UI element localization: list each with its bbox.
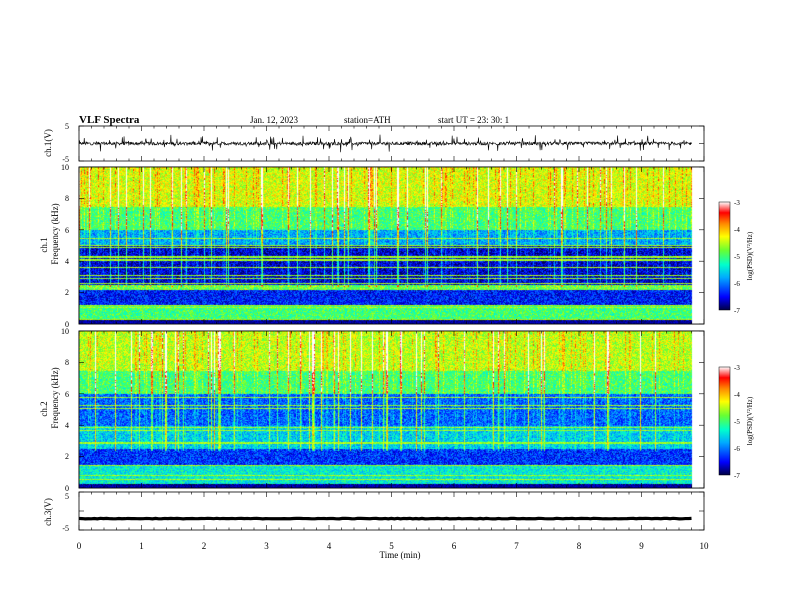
ch1-colorbar-tick-minus4: -4 <box>734 226 740 234</box>
ch1-waveform-ylabel: ch.1(V) <box>43 129 53 157</box>
ch2-spectrogram-ylabel-channel: ch.2 <box>39 401 49 416</box>
ch2-colorbar-label: log(PSD)(V²/Hz) <box>746 396 754 445</box>
xtick-4: 4 <box>327 541 332 551</box>
ch2-colorbar-tick-minus3: -3 <box>734 364 740 372</box>
ch2-colorbar-scale <box>718 366 731 476</box>
ch2-ytick-0: 0 <box>65 484 69 493</box>
ch1-colorbar-tick-minus6: -6 <box>734 280 740 288</box>
ch2-colorbar-tick-minus6: -6 <box>734 445 740 453</box>
ch1-ytick-2: 2 <box>65 288 69 297</box>
ch1-spectrogram-panel: 0 2 4 6 8 10 ch.1 Frequency (kHz) <box>39 163 705 329</box>
ch1-colorbar-tick-minus3: -3 <box>734 199 740 207</box>
ch2-colorbar-tick-minus5: -5 <box>734 418 740 426</box>
ch2-ytick-6: 6 <box>65 390 69 399</box>
ch1-colorbar-scale <box>718 201 731 311</box>
ch1-ytick-4: 4 <box>65 257 69 266</box>
ch1-spectrogram-ticks <box>78 166 705 325</box>
xtick-0: 0 <box>77 541 82 551</box>
ch1-colorbar: -3 -4 -5 -6 -7 log(PSD)(V²/Hz) <box>718 199 754 315</box>
ch1-spectrogram-ylabel-channel: ch.1 <box>39 237 49 252</box>
ch2-ytick-10: 10 <box>61 327 69 336</box>
ch3-waveform-trace <box>79 516 692 521</box>
ch3-waveform-ticks <box>78 491 705 531</box>
xtick-5: 5 <box>389 541 394 551</box>
ch3-waveform-panel: 5 -5 ch.3(V) <box>43 491 705 533</box>
ch1-ytick-5: 5 <box>65 122 69 131</box>
xtick-3: 3 <box>264 541 269 551</box>
ch2-spectrogram-ylabel-frequency: Frequency (kHz) <box>50 367 60 428</box>
ch1-ytick-minus5: -5 <box>62 155 69 164</box>
ch1-colorbar-label: log(PSD)(V²/Hz) <box>746 231 754 280</box>
ch1-waveform-trace <box>79 134 692 153</box>
xtick-9: 9 <box>639 541 644 551</box>
ch2-spectrogram-ticks <box>78 330 705 489</box>
ch2-spectrogram-image <box>79 331 704 488</box>
ch1-colorbar-tick-minus5: -5 <box>734 253 740 261</box>
ch2-colorbar: -3 -4 -5 -6 -7 log(PSD)(V²/Hz) <box>718 364 754 480</box>
start-time-label: start UT = 23: 30: 1 <box>438 115 509 125</box>
xtick-8: 8 <box>577 541 582 551</box>
ch2-colorbar-tick-minus7: -7 <box>734 472 740 480</box>
time-axis: 0 1 2 3 4 5 6 7 8 9 10 Time (min) <box>77 541 709 560</box>
figure-title: VLF Spectra <box>79 114 140 126</box>
ch1-ytick-0: 0 <box>65 320 69 329</box>
ch1-ytick-6: 6 <box>65 226 69 235</box>
ch1-waveform-ticks <box>78 125 705 162</box>
ch2-ytick-4: 4 <box>65 421 69 430</box>
ch3-waveform-ylabel: ch.3(V) <box>43 498 53 526</box>
ch1-colorbar-tick-minus7: -7 <box>734 307 740 315</box>
xtick-10: 10 <box>700 541 710 551</box>
ch1-spectrogram-ylabel-frequency: Frequency (kHz) <box>50 203 60 264</box>
date-label: Jan. 12, 2023 <box>250 115 298 125</box>
xtick-6: 6 <box>452 541 457 551</box>
ch1-spectrogram-image <box>79 167 704 324</box>
ch1-ytick-10: 10 <box>61 163 69 172</box>
xtick-1: 1 <box>139 541 144 551</box>
xtick-7: 7 <box>514 541 519 551</box>
ch1-ytick-8: 8 <box>65 194 69 203</box>
station-label: station=ATH <box>344 115 391 125</box>
ch2-colorbar-tick-minus4: -4 <box>734 391 740 399</box>
ch1-waveform-frame <box>78 125 705 162</box>
ch3-ytick-minus5: -5 <box>62 524 69 533</box>
ch2-spectrogram-panel: 0 2 4 6 8 10 ch.2 Frequency (kHz) <box>39 327 705 493</box>
ch2-ytick-8: 8 <box>65 358 69 367</box>
ch2-ytick-2: 2 <box>65 452 69 461</box>
ch1-waveform-panel: 5 -5 ch.1(V) <box>43 122 705 164</box>
time-axis-label: Time (min) <box>380 550 421 560</box>
ch3-waveform-frame <box>78 491 705 531</box>
xtick-2: 2 <box>202 541 207 551</box>
ch3-ytick-5: 5 <box>65 492 69 501</box>
